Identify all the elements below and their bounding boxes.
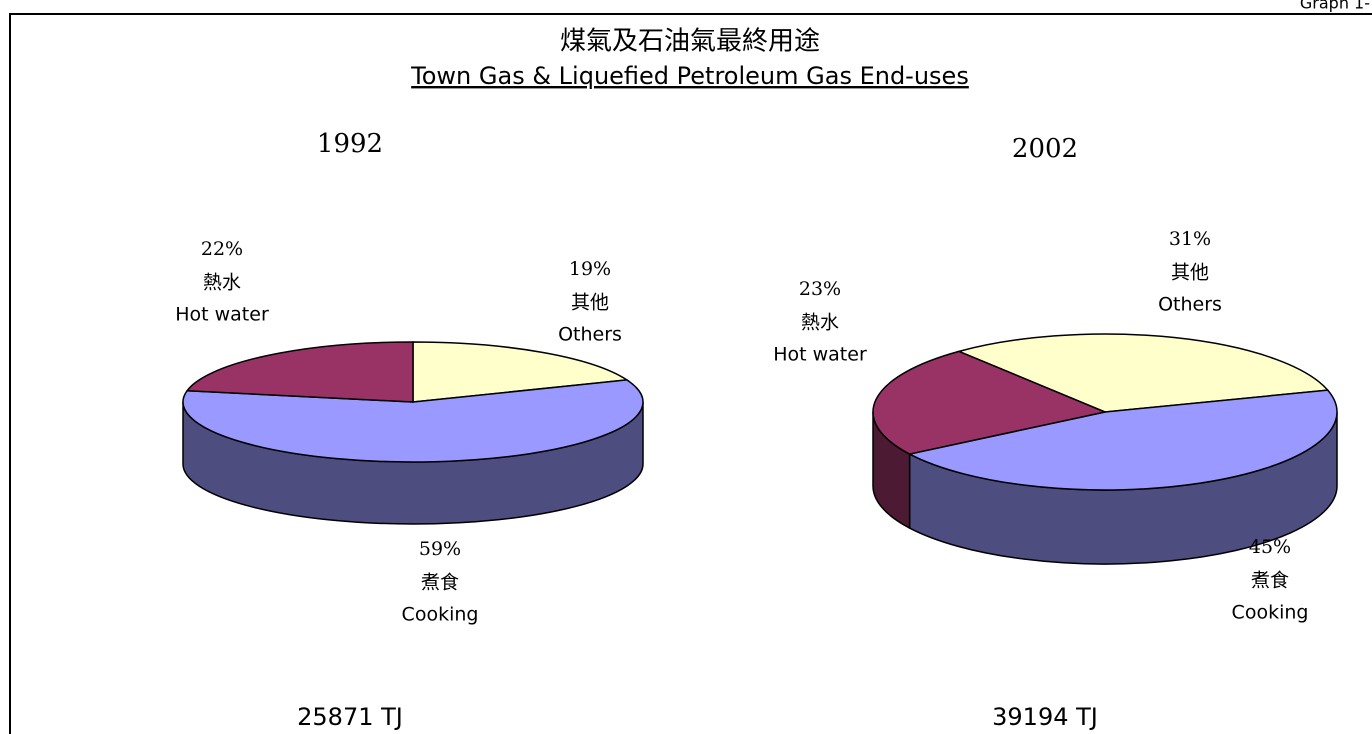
annotation: 39194 TJ <box>992 703 1098 731</box>
page-label: Graph 1- <box>1300 0 1370 13</box>
category-label-en: Hot water <box>773 344 867 366</box>
data-label: 22% <box>201 238 243 260</box>
category-label-en: Others <box>558 324 622 346</box>
annotation: 25871 TJ <box>297 703 403 731</box>
slice <box>185 341 414 403</box>
slice <box>872 350 1108 455</box>
slice <box>182 379 644 463</box>
category-label: 煮食 <box>1251 570 1289 592</box>
pie-title: 2002 <box>1012 134 1078 164</box>
pie-title: 1992 <box>317 129 383 159</box>
category-label: 其他 <box>571 292 609 314</box>
category-label-en: Others <box>1158 294 1222 316</box>
data-label: 59% <box>419 538 461 560</box>
chart-title: 煤氣及石油氣最終用途 <box>560 27 820 57</box>
slice <box>956 333 1330 413</box>
category-label-en: Hot water <box>175 304 269 326</box>
category-label-en: Cooking <box>402 604 479 626</box>
data-label: 31% <box>1169 228 1211 250</box>
category-label: 煮食 <box>421 572 459 594</box>
slice <box>412 341 630 403</box>
data-label: 19% <box>569 258 611 280</box>
category-label: 熱水 <box>801 312 839 334</box>
category-label: 其他 <box>1171 262 1209 284</box>
category-label: 熱水 <box>203 272 241 294</box>
data-label: 23% <box>799 278 841 300</box>
frame <box>9 13 1372 734</box>
chart-subtitle: Town Gas & Liquefied Petroleum Gas End-u… <box>410 62 969 90</box>
category-label-en: Cooking <box>1232 602 1309 624</box>
data-label: 45% <box>1249 536 1291 558</box>
slice <box>907 389 1338 491</box>
